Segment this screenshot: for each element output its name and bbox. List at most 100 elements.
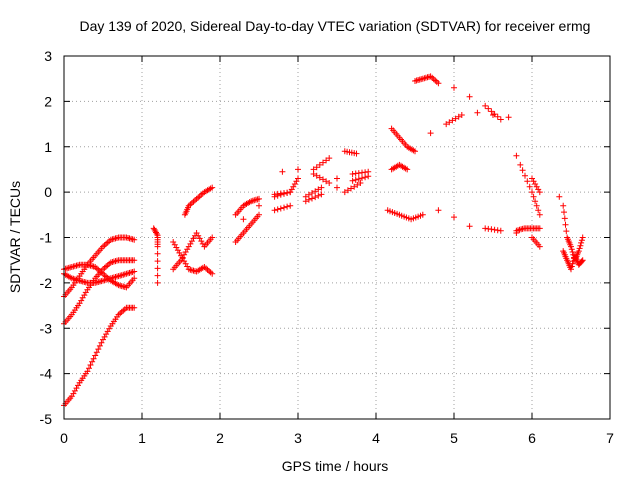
data-point <box>195 194 202 201</box>
data-point <box>517 161 524 168</box>
data-point <box>419 211 426 218</box>
y-tick-label: -4 <box>40 366 53 382</box>
data-point <box>578 237 585 244</box>
data-point <box>173 244 180 251</box>
data-point <box>446 119 453 126</box>
data-point <box>561 215 568 222</box>
data-point <box>154 250 161 257</box>
data-point <box>207 269 214 276</box>
data-point <box>522 172 528 179</box>
x-tick-label: 3 <box>294 430 302 446</box>
data-point <box>84 368 91 375</box>
x-tick-label: 1 <box>138 430 146 446</box>
data-point <box>578 258 585 265</box>
data-point <box>568 266 574 273</box>
data-point <box>256 195 262 202</box>
data-point <box>451 84 457 91</box>
data-point <box>182 249 189 255</box>
data-point <box>536 225 543 232</box>
data-point <box>310 171 317 177</box>
data-point <box>348 185 354 192</box>
x-tick-label: 2 <box>216 430 224 446</box>
data-point <box>187 240 194 247</box>
data-point <box>323 178 330 185</box>
data-point <box>131 304 138 311</box>
data-point <box>556 193 563 200</box>
y-tick-label: -2 <box>40 275 53 291</box>
data-point <box>353 150 360 157</box>
data-point <box>491 111 498 118</box>
data-point <box>316 174 323 181</box>
x-tick-label: 0 <box>60 430 68 446</box>
data-point <box>315 186 322 193</box>
data-point <box>352 176 359 183</box>
data-point <box>561 209 567 216</box>
y-axis-label: SDTVAR / TECUs <box>7 181 23 293</box>
data-point <box>455 113 462 120</box>
data-point <box>526 183 533 190</box>
data-point <box>326 155 333 162</box>
data-point <box>536 211 543 218</box>
data-point <box>578 239 585 246</box>
y-tick-label: -3 <box>40 320 53 336</box>
data-point <box>466 93 473 100</box>
data-point <box>497 116 504 123</box>
data-point <box>344 187 351 194</box>
data-point <box>209 270 216 277</box>
data-point <box>536 243 543 250</box>
data-point <box>182 260 189 267</box>
data-point <box>351 183 358 190</box>
data-point <box>530 193 537 200</box>
data-point <box>355 176 362 182</box>
data-point <box>154 279 161 286</box>
data-point <box>271 193 278 200</box>
x-tick-label: 6 <box>528 430 536 446</box>
y-tick-label: 3 <box>44 48 52 64</box>
data-point <box>569 260 576 267</box>
data-point <box>577 242 584 249</box>
data-point <box>305 191 312 198</box>
data-point <box>365 168 372 175</box>
data-point <box>466 223 473 230</box>
data-point <box>341 189 348 196</box>
data-point <box>354 181 361 188</box>
data-point <box>449 117 456 124</box>
data-point <box>488 108 495 115</box>
data-point <box>320 159 326 166</box>
data-point <box>154 265 161 272</box>
data-point <box>154 243 161 250</box>
data-point <box>174 247 181 254</box>
data-point <box>131 257 138 264</box>
data-point <box>287 202 294 209</box>
data-point <box>181 258 188 265</box>
data-point <box>240 216 247 223</box>
data-point <box>277 191 284 198</box>
data-point <box>312 188 319 195</box>
data-point <box>412 148 418 155</box>
data-point <box>281 204 287 211</box>
data-point <box>323 157 330 164</box>
data-point <box>295 175 301 182</box>
data-point <box>284 203 291 210</box>
data-point <box>89 358 96 365</box>
chart-title: Day 139 of 2020, Sidereal Day-to-day VTE… <box>80 18 591 34</box>
data-point <box>519 167 526 174</box>
data-point <box>458 112 465 118</box>
data-point <box>315 192 322 199</box>
data-point <box>568 246 575 253</box>
data-point <box>579 257 586 264</box>
data-point <box>209 234 216 241</box>
data-points <box>61 73 586 409</box>
plot-frame <box>63 55 611 420</box>
data-point <box>153 230 160 237</box>
data-point <box>443 121 450 128</box>
y-tick-label: 2 <box>44 93 52 109</box>
data-point <box>349 177 356 184</box>
data-point <box>95 346 102 353</box>
data-point <box>533 202 540 209</box>
y-tick-label: 0 <box>44 184 52 200</box>
x-tick-label: 5 <box>450 430 458 446</box>
data-point <box>568 263 575 270</box>
data-point <box>568 243 574 250</box>
